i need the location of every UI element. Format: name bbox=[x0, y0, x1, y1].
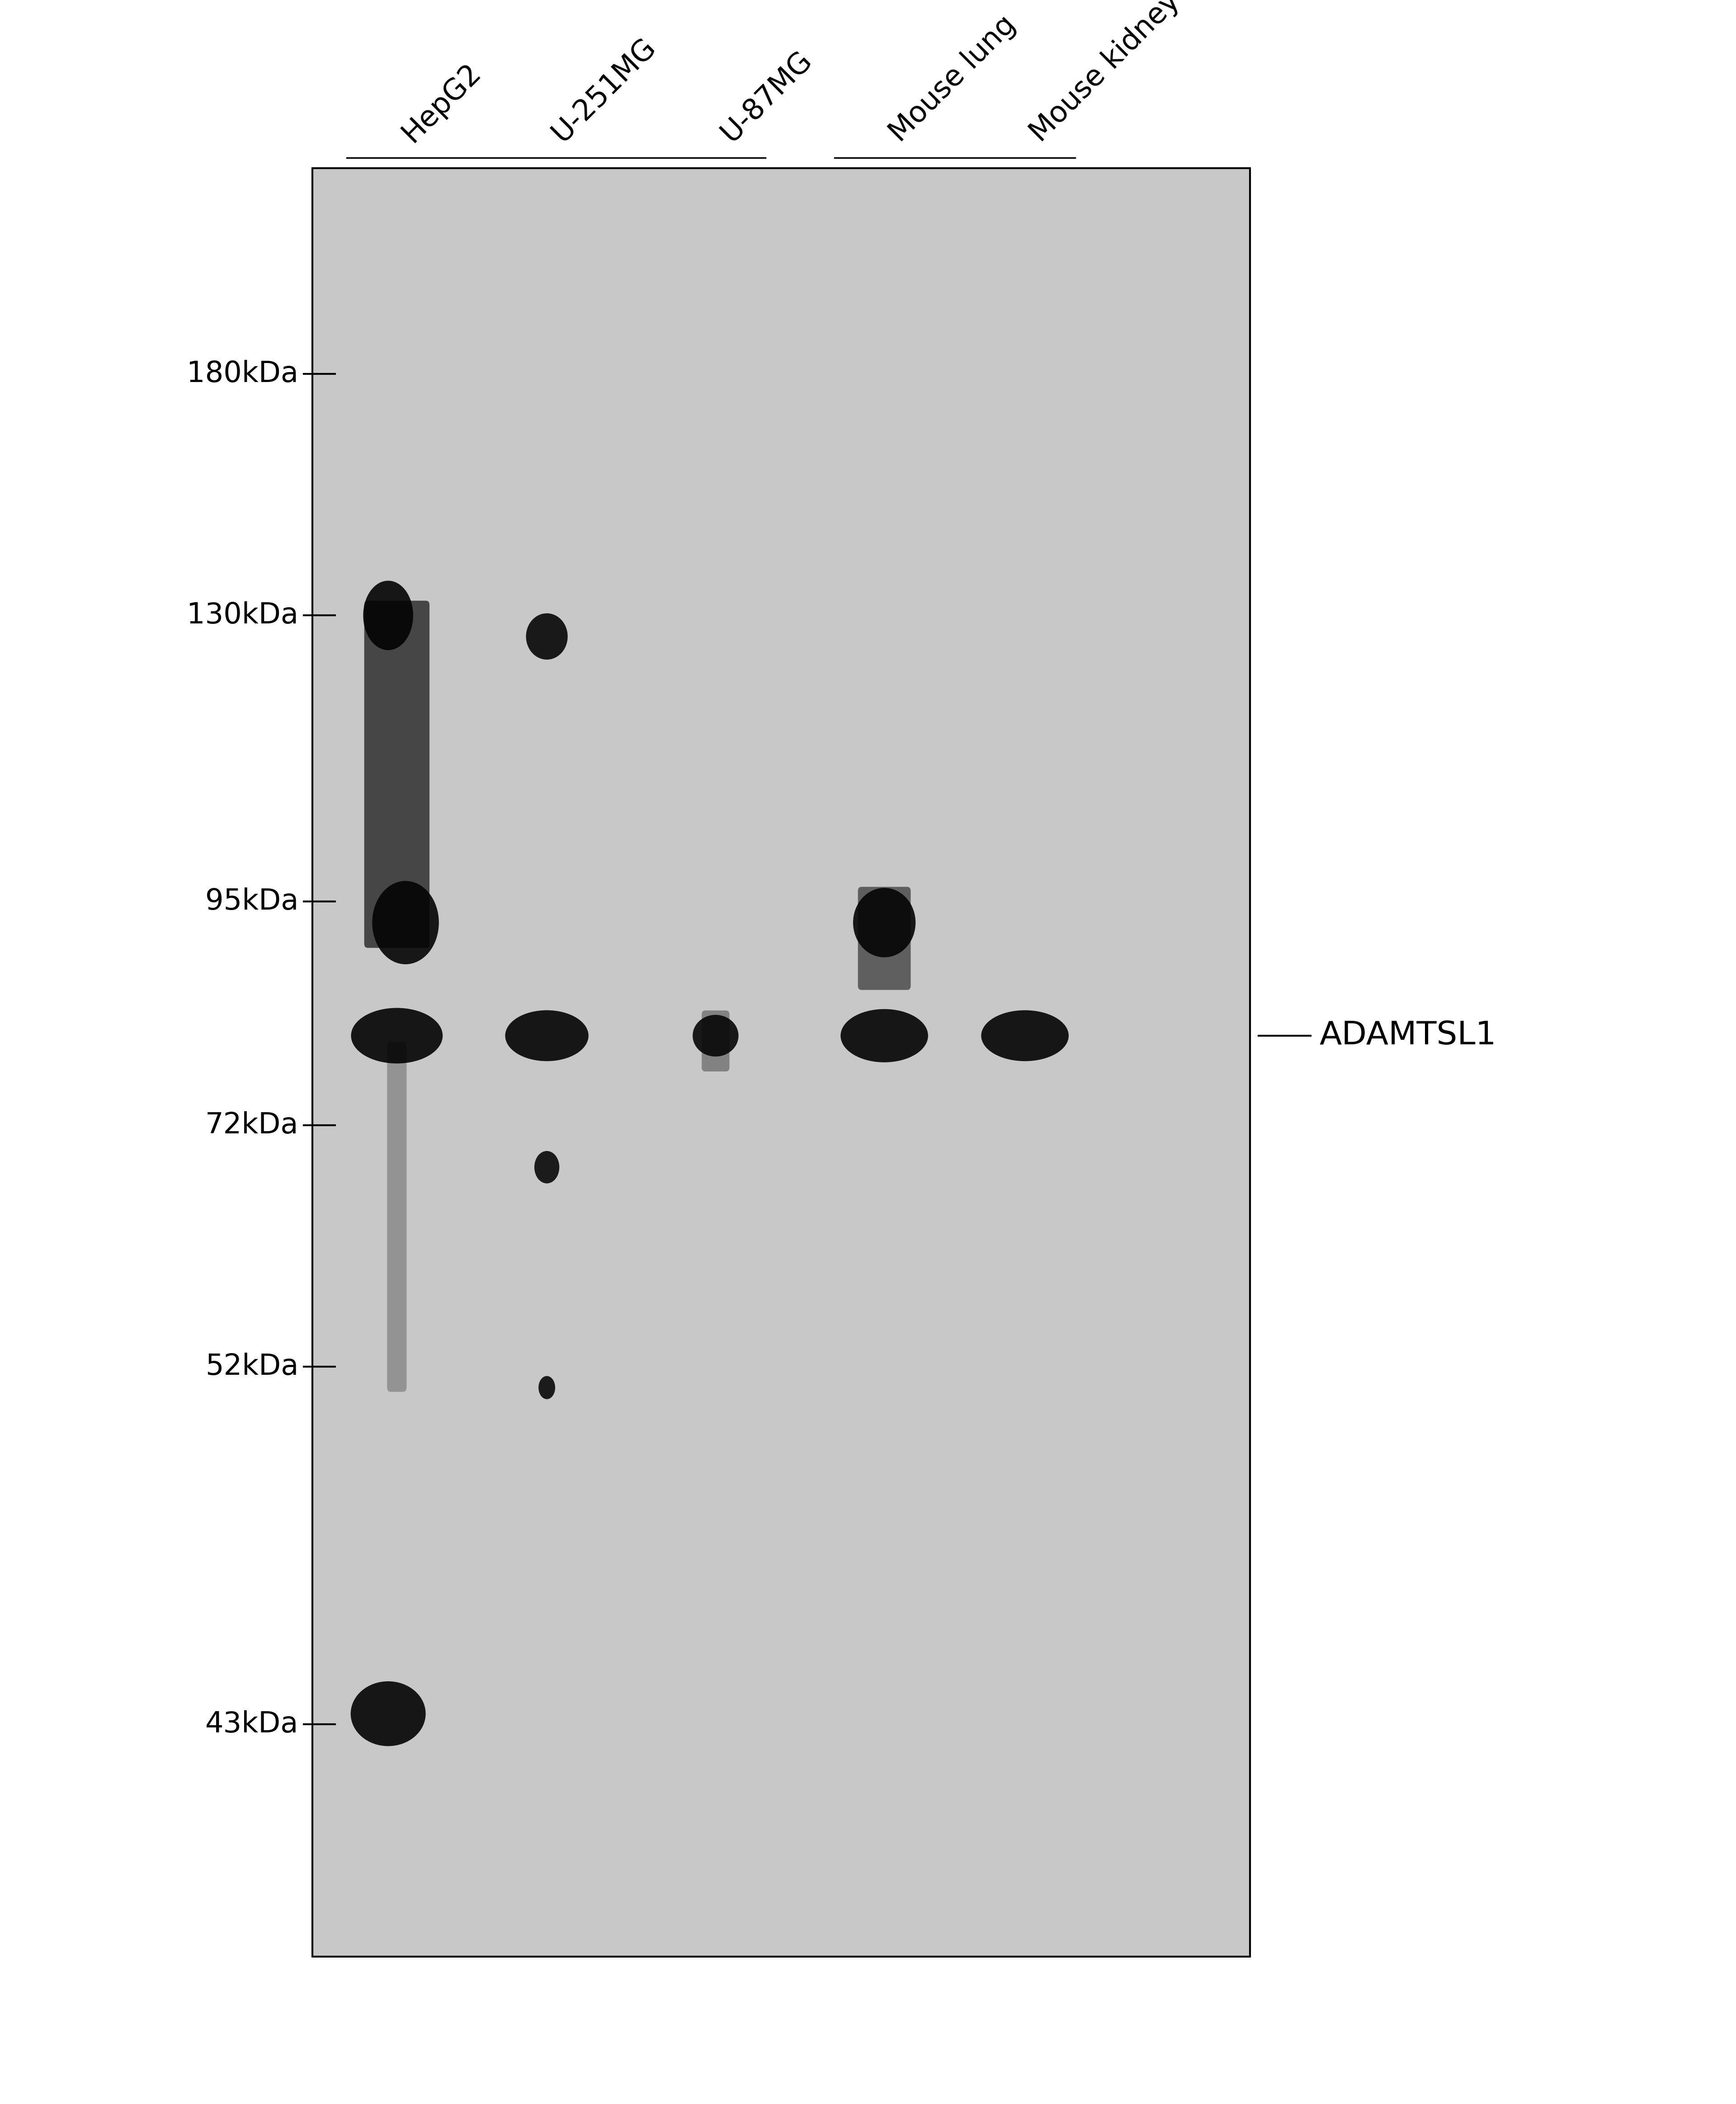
Text: Mouse kidney: Mouse kidney bbox=[1024, 0, 1186, 147]
Ellipse shape bbox=[351, 1008, 443, 1063]
Text: Mouse lung: Mouse lung bbox=[884, 11, 1021, 147]
Text: 43kDa: 43kDa bbox=[205, 1711, 299, 1738]
Ellipse shape bbox=[526, 614, 568, 661]
Text: 95kDa: 95kDa bbox=[205, 888, 299, 915]
Ellipse shape bbox=[351, 1681, 425, 1746]
Text: ADAMTSL1: ADAMTSL1 bbox=[1319, 1020, 1496, 1052]
Text: U-251MG: U-251MG bbox=[547, 34, 661, 147]
Ellipse shape bbox=[372, 882, 439, 964]
Text: 130kDa: 130kDa bbox=[187, 602, 299, 629]
FancyBboxPatch shape bbox=[312, 168, 1250, 1957]
Ellipse shape bbox=[693, 1014, 738, 1056]
Text: 52kDa: 52kDa bbox=[205, 1353, 299, 1380]
FancyBboxPatch shape bbox=[387, 1041, 406, 1393]
FancyBboxPatch shape bbox=[858, 888, 911, 991]
FancyBboxPatch shape bbox=[365, 602, 429, 949]
Ellipse shape bbox=[505, 1010, 589, 1060]
Ellipse shape bbox=[981, 1010, 1069, 1060]
Ellipse shape bbox=[840, 1010, 929, 1063]
FancyBboxPatch shape bbox=[701, 1010, 729, 1071]
Ellipse shape bbox=[363, 581, 413, 650]
Text: 180kDa: 180kDa bbox=[187, 360, 299, 387]
Text: U-87MG: U-87MG bbox=[715, 46, 818, 147]
Ellipse shape bbox=[852, 888, 915, 957]
Text: 72kDa: 72kDa bbox=[205, 1111, 299, 1138]
Text: HepG2: HepG2 bbox=[398, 57, 486, 147]
Ellipse shape bbox=[538, 1376, 556, 1399]
Ellipse shape bbox=[535, 1151, 559, 1182]
